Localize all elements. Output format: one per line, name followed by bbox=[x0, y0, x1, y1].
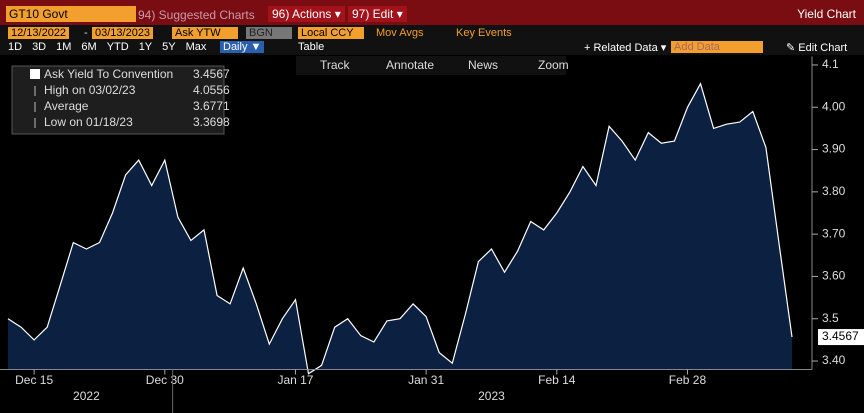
stat-label: Average bbox=[44, 99, 89, 113]
chart-tool[interactable]: News bbox=[468, 58, 498, 72]
related-data[interactable]: + Related Data ▾ bbox=[584, 42, 667, 54]
legend-box bbox=[11, 65, 225, 135]
period-button[interactable]: YTD bbox=[106, 41, 129, 53]
page-title: Yield Chart bbox=[797, 7, 856, 21]
actions-button[interactable]: 96) Actions ▾ bbox=[268, 6, 345, 22]
stat-value: 3.3698 bbox=[193, 115, 230, 129]
currency-select[interactable]: Local CCY bbox=[298, 27, 364, 39]
legend-value: 3.4567 bbox=[193, 67, 230, 81]
y-tick-label: 3.60 bbox=[822, 269, 846, 283]
period-button[interactable]: 1M bbox=[56, 41, 72, 53]
last-value-label: 3.4567 bbox=[822, 329, 859, 343]
period-button[interactable]: 1D bbox=[8, 41, 23, 53]
stat-label: Low on 01/18/23 bbox=[44, 115, 133, 129]
key-events[interactable]: Key Events bbox=[456, 27, 512, 39]
x-tick-label: Feb 14 bbox=[538, 373, 576, 387]
y-tick-label: 4.1 bbox=[822, 57, 839, 71]
period-button[interactable]: Max bbox=[185, 41, 207, 53]
y-tick-label: 3.5 bbox=[822, 311, 839, 325]
y-tick-label: 3.40 bbox=[822, 353, 846, 367]
period-bar bbox=[0, 40, 864, 55]
edit-button[interactable]: 97) Edit ▾ bbox=[348, 6, 407, 22]
area bbox=[8, 83, 792, 374]
year-label: 2023 bbox=[478, 389, 505, 403]
x-tick-label: Dec 30 bbox=[146, 373, 184, 387]
security-input[interactable]: GT10 Govt bbox=[6, 6, 136, 22]
suggested-button[interactable]: 94) Suggested Charts bbox=[138, 8, 255, 22]
frequency-select[interactable]: Daily ▼ bbox=[220, 41, 265, 53]
source-input[interactable]: BGN bbox=[246, 27, 292, 39]
chart-tool[interactable]: Track bbox=[320, 58, 351, 72]
chart-tool[interactable]: Zoom bbox=[538, 58, 569, 72]
start-date[interactable]: 12/13/2022 bbox=[8, 27, 70, 39]
stat-label: High on 03/02/23 bbox=[44, 83, 136, 97]
x-tick-label: Dec 15 bbox=[15, 373, 53, 387]
edit-chart[interactable]: ✎ Edit Chart bbox=[786, 42, 848, 54]
y-tick-label: 3.70 bbox=[822, 226, 846, 240]
period-button[interactable]: 3D bbox=[32, 41, 47, 53]
line bbox=[7, 82, 793, 375]
field-select[interactable]: Ask YTW bbox=[172, 27, 238, 39]
add-data-input[interactable]: Add Data bbox=[671, 41, 763, 53]
title-bar bbox=[0, 0, 864, 25]
x-tick-label: Feb 28 bbox=[669, 373, 707, 387]
date-dash: - bbox=[84, 27, 88, 39]
year-label: 2022 bbox=[73, 389, 100, 403]
mov-avgs[interactable]: Mov Avgs bbox=[376, 27, 424, 39]
y-tick-label: 3.90 bbox=[822, 142, 846, 156]
period-button[interactable]: 5Y bbox=[162, 41, 176, 53]
table-button[interactable]: Table bbox=[298, 41, 325, 53]
chart-tool[interactable]: Annotate bbox=[386, 58, 434, 72]
y-tick-label: 3.80 bbox=[822, 184, 846, 198]
legend-swatch bbox=[30, 69, 40, 79]
y-tick-label: 4.00 bbox=[822, 99, 846, 113]
period-list: 1D 3D 1M 6M YTD 1Y 5Y Max bbox=[8, 41, 216, 53]
period-button[interactable]: 1Y bbox=[138, 41, 153, 53]
x-tick-label: Jan 17 bbox=[277, 373, 313, 387]
stat-value: 3.6771 bbox=[193, 99, 230, 113]
chart-tools-bar bbox=[296, 56, 566, 75]
end-date[interactable]: 03/13/2023 bbox=[92, 27, 154, 39]
x-tick-label: Jan 31 bbox=[408, 373, 444, 387]
stat-value: 4.0556 bbox=[193, 83, 230, 97]
legend-label: Ask Yield To Convention bbox=[44, 67, 173, 81]
last-value-box bbox=[818, 329, 864, 346]
period-button[interactable]: 6M bbox=[81, 41, 97, 53]
